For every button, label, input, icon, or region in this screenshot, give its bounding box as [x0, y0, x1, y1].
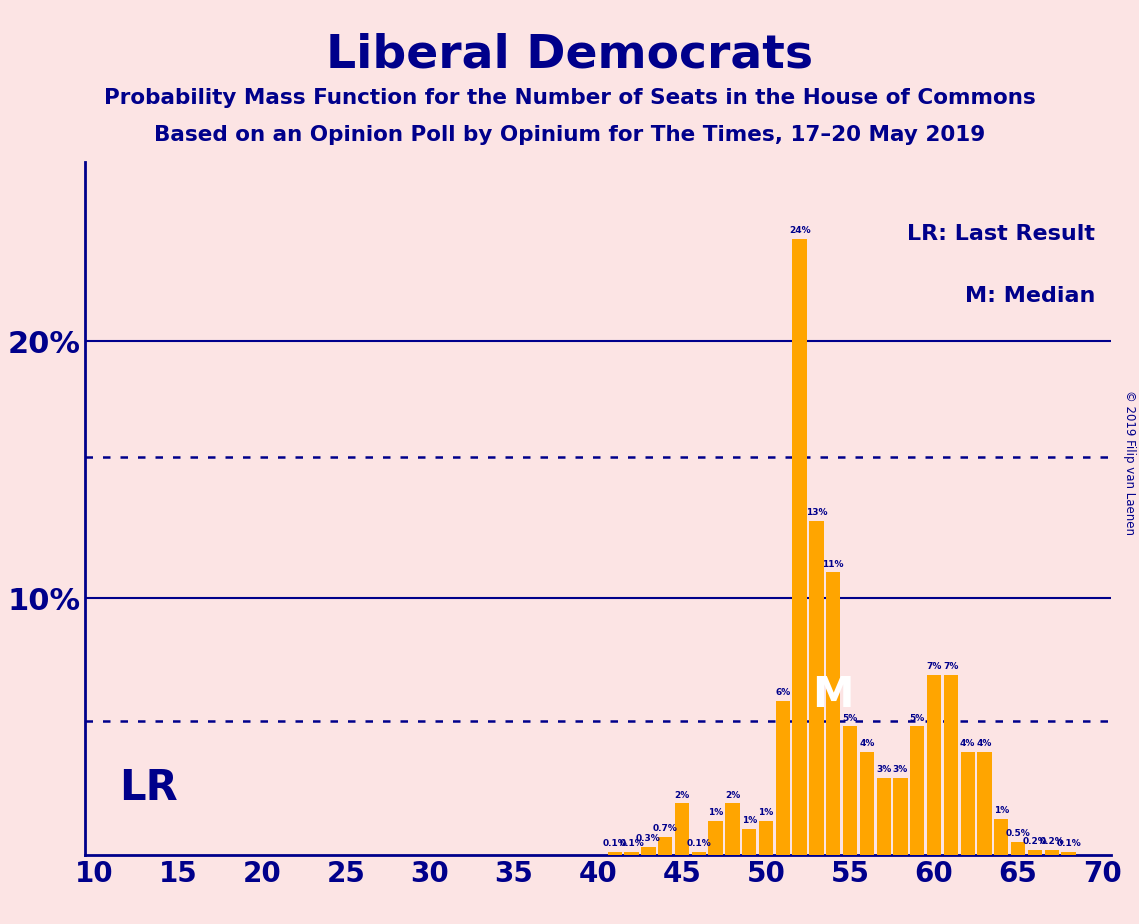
Text: 2%: 2%: [724, 791, 740, 799]
Bar: [743, 829, 756, 855]
Text: 3%: 3%: [876, 765, 892, 774]
Text: 5%: 5%: [910, 713, 925, 723]
Bar: [960, 752, 975, 855]
Bar: [944, 675, 958, 855]
Bar: [893, 778, 908, 855]
Text: M: M: [812, 675, 854, 716]
Text: 7%: 7%: [943, 663, 959, 671]
Text: 4%: 4%: [960, 739, 975, 748]
Text: 1%: 1%: [993, 806, 1009, 815]
Text: 1%: 1%: [741, 816, 756, 825]
Text: 11%: 11%: [822, 560, 844, 568]
Bar: [793, 238, 806, 855]
Text: 7%: 7%: [926, 663, 942, 671]
Text: Liberal Democrats: Liberal Democrats: [326, 32, 813, 78]
Text: 0.7%: 0.7%: [653, 824, 678, 833]
Text: 1%: 1%: [759, 808, 773, 818]
Text: LR: Last Result: LR: Last Result: [907, 225, 1096, 244]
Text: 2%: 2%: [674, 791, 689, 799]
Text: 3%: 3%: [893, 765, 908, 774]
Text: 0.5%: 0.5%: [1006, 829, 1031, 838]
Bar: [1027, 849, 1042, 855]
Bar: [708, 821, 723, 855]
Bar: [927, 675, 941, 855]
Text: 0.1%: 0.1%: [603, 839, 628, 848]
Text: 5%: 5%: [843, 713, 858, 723]
Bar: [843, 726, 858, 855]
Text: 4%: 4%: [859, 739, 875, 748]
Text: Probability Mass Function for the Number of Seats in the House of Commons: Probability Mass Function for the Number…: [104, 88, 1035, 108]
Bar: [860, 752, 874, 855]
Text: 24%: 24%: [789, 225, 811, 235]
Text: © 2019 Filip van Laenen: © 2019 Filip van Laenen: [1123, 390, 1137, 534]
Bar: [658, 837, 672, 855]
Bar: [810, 521, 823, 855]
Bar: [641, 847, 656, 855]
Text: 0.1%: 0.1%: [687, 839, 711, 848]
Bar: [1062, 852, 1075, 855]
Bar: [826, 572, 841, 855]
Text: 0.2%: 0.2%: [1023, 837, 1047, 845]
Bar: [1011, 842, 1025, 855]
Bar: [691, 852, 706, 855]
Text: 0.1%: 0.1%: [1056, 839, 1081, 848]
Bar: [674, 803, 689, 855]
Bar: [726, 803, 739, 855]
Bar: [607, 852, 622, 855]
Text: 0.2%: 0.2%: [1039, 837, 1064, 845]
Bar: [877, 778, 891, 855]
Text: 0.3%: 0.3%: [636, 834, 661, 844]
Text: 13%: 13%: [805, 508, 827, 517]
Bar: [1044, 849, 1059, 855]
Bar: [977, 752, 992, 855]
Text: 4%: 4%: [977, 739, 992, 748]
Bar: [776, 700, 790, 855]
Bar: [994, 819, 1008, 855]
Text: M: Median: M: Median: [965, 286, 1096, 307]
Bar: [624, 852, 639, 855]
Text: 6%: 6%: [776, 687, 790, 697]
Bar: [910, 726, 925, 855]
Text: Based on an Opinion Poll by Opinium for The Times, 17–20 May 2019: Based on an Opinion Poll by Opinium for …: [154, 125, 985, 145]
Text: 0.1%: 0.1%: [620, 839, 644, 848]
Text: LR: LR: [120, 767, 178, 809]
Bar: [759, 821, 773, 855]
Text: 1%: 1%: [708, 808, 723, 818]
